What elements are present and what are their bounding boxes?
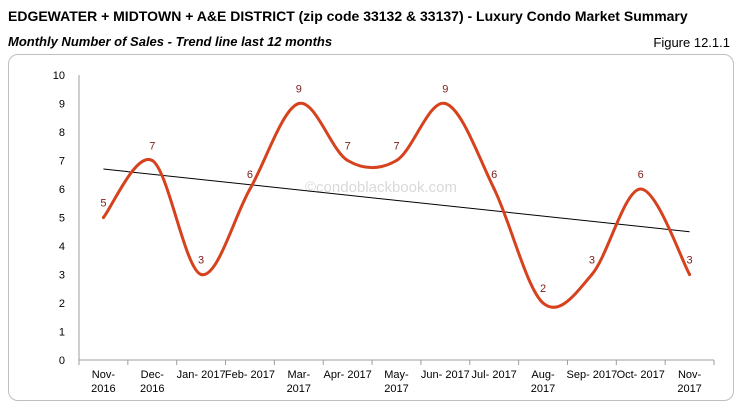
data-label: 7 <box>149 141 155 153</box>
y-tick-label: 2 <box>59 298 65 310</box>
data-point <box>639 187 643 191</box>
x-axis-tick-labels: Nov- 2016 Dec- 2016 Jan- 2017 Feb- 2017 Mar- 20… <box>91 369 702 395</box>
chart-subtitle: Monthly Number of Sales - Trend line las… <box>8 34 333 49</box>
x-tick-label-line: Oct- 2017 <box>617 369 665 381</box>
y-tick-label: 7 <box>59 156 65 168</box>
y-tick-label: 1 <box>59 327 65 339</box>
x-tick-label: Feb- 2017 <box>225 369 275 381</box>
y-tick-label: 9 <box>59 99 65 111</box>
x-tick-label: Aug- 2017 <box>531 369 555 395</box>
data-point <box>492 187 496 191</box>
x-tick-label-line: Nov- <box>678 369 702 381</box>
trend-line <box>103 168 690 233</box>
page-title: EDGEWATER + MIDTOWN + A&E DISTRICT (zip … <box>8 8 688 24</box>
x-tick-label: Oct- 2017 <box>617 369 665 381</box>
x-tick-label-line: 2016 <box>140 383 164 395</box>
x-tick-label: Nov- 2017 <box>677 369 701 395</box>
data-label: 7 <box>393 141 399 153</box>
data-point <box>443 102 447 105</box>
data-label: 5 <box>100 198 106 210</box>
x-tick-label: Jun- 2017 <box>421 369 470 381</box>
x-tick-label-line: Apr- 2017 <box>323 369 371 381</box>
x-tick-label-line: 2016 <box>91 383 115 395</box>
x-tick-label-line: Mar- <box>288 369 311 381</box>
x-tick-label-line: 2017 <box>287 383 311 395</box>
data-point <box>395 159 398 162</box>
x-tick-label: May- 2017 <box>384 369 409 395</box>
data-point <box>248 187 252 191</box>
data-label: 6 <box>247 169 253 181</box>
data-label: 3 <box>198 255 204 267</box>
chart-frame: 0 1 2 3 4 5 6 7 8 9 10 ©condoblackbook.com 5 7 3 6 9 7 7… <box>8 54 734 401</box>
figure-label: Figure 12.1.1 <box>653 35 730 50</box>
x-tick-label-line: Aug- <box>531 369 555 381</box>
y-tick-label: 5 <box>59 213 65 225</box>
y-tick-label: 8 <box>59 127 65 139</box>
x-tick-label-line: 2017 <box>677 383 701 395</box>
data-point <box>541 301 545 305</box>
x-axis-tick-marks <box>78 360 715 365</box>
x-tick-label-line: 2017 <box>531 383 555 395</box>
x-tick-label-line: 2017 <box>384 383 408 395</box>
y-tick-label: 4 <box>59 241 65 253</box>
data-label: 9 <box>296 84 302 96</box>
data-label: 6 <box>491 169 497 181</box>
data-point <box>346 159 350 162</box>
data-label: 9 <box>442 84 448 96</box>
y-tick-label: 10 <box>53 70 65 82</box>
data-label: 7 <box>345 141 351 153</box>
data-point <box>150 159 154 162</box>
x-tick-label-line: Jan- 2017 <box>177 369 226 381</box>
x-tick-label: Apr- 2017 <box>323 369 371 381</box>
x-tick-label: Dec- 2016 <box>140 369 164 395</box>
x-tick-label-line: Feb- 2017 <box>225 369 275 381</box>
x-tick-label-line: Dec- <box>141 369 165 381</box>
x-tick-label: Jul- 2017 <box>472 369 517 381</box>
x-tick-label-line: May- <box>384 369 409 381</box>
data-labels: 5 7 3 6 9 7 7 9 6 2 3 6 3 <box>100 84 693 305</box>
y-tick-label: 0 <box>59 355 65 367</box>
data-point <box>590 273 594 276</box>
x-tick-label-line: Jul- 2017 <box>472 369 517 381</box>
data-point <box>688 273 692 276</box>
x-tick-label: Mar- 2017 <box>287 369 311 395</box>
x-tick-label-line: Sep- 2017 <box>567 369 618 381</box>
x-tick-label-line: Nov- <box>92 369 116 381</box>
x-tick-label: Jan- 2017 <box>177 369 226 381</box>
data-label: 3 <box>589 255 595 267</box>
x-tick-label: Nov- 2016 <box>91 369 115 395</box>
data-point <box>101 216 105 219</box>
data-label: 3 <box>687 255 693 267</box>
x-tick-label-line: Jun- 2017 <box>421 369 470 381</box>
data-label: 2 <box>540 283 546 295</box>
data-label: 6 <box>638 169 644 181</box>
line-chart: 0 1 2 3 4 5 6 7 8 9 10 ©condoblackbook.com 5 7 3 6 9 7 7… <box>53 70 715 395</box>
y-axis-ticks: 0 1 2 3 4 5 6 7 8 9 10 <box>53 70 65 367</box>
series-line <box>101 101 692 309</box>
y-tick-label: 6 <box>59 184 65 196</box>
data-point <box>199 273 203 276</box>
x-tick-label: Sep- 2017 <box>567 369 618 381</box>
watermark-text: ©condoblackbook.com <box>305 179 457 196</box>
y-tick-label: 3 <box>59 270 65 282</box>
data-point <box>297 102 301 105</box>
